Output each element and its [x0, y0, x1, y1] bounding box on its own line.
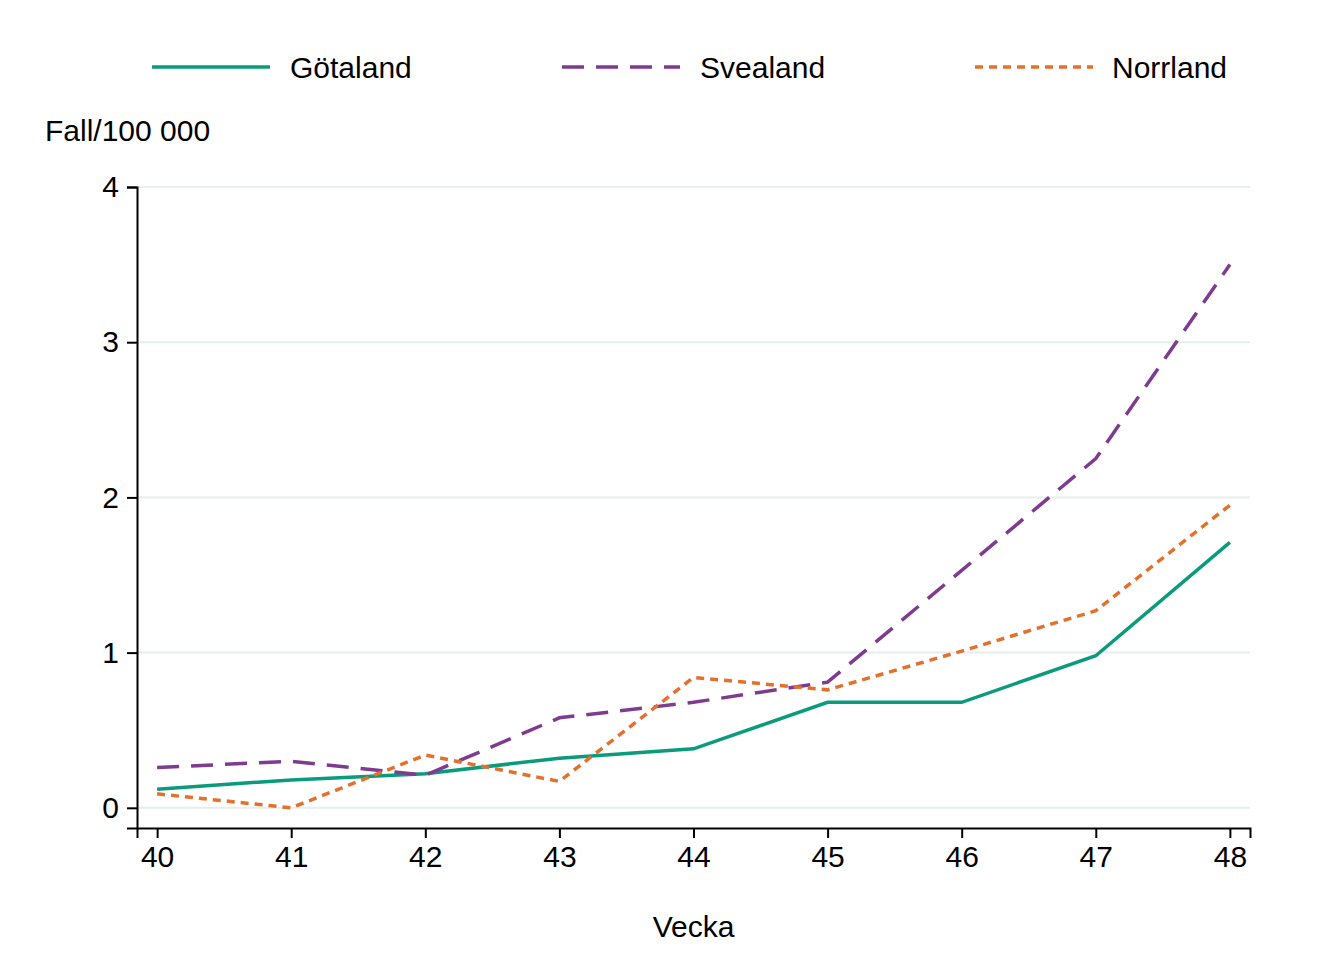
x-tick-label: 46 [946, 840, 979, 873]
x-tick-label: 48 [1214, 840, 1247, 873]
x-axis-title: Vecka [653, 910, 735, 943]
grid-line [137, 341, 1250, 343]
y-tick-mark [127, 497, 137, 499]
x-tick: 45 [811, 828, 844, 873]
lines [157, 265, 1230, 808]
y-tick-label: 2 [102, 481, 119, 514]
legend-item: Götaland [152, 51, 412, 84]
x-tick-mark [1095, 828, 1097, 838]
x-tick: 42 [409, 828, 442, 873]
y-tick-mark [127, 342, 137, 344]
x-tick: 40 [141, 828, 174, 873]
x-tick-mark [291, 828, 293, 838]
legend-swatch [975, 65, 1093, 69]
y-tick-mark [127, 807, 137, 809]
grid-line [137, 186, 1250, 188]
legend: Götaland Svealand Norrland [152, 51, 1227, 84]
x-tick-mark [961, 828, 963, 838]
y-tick-label: 3 [102, 325, 119, 358]
grid [137, 187, 1250, 808]
y-axis: 0 1 2 3 4 [102, 170, 137, 828]
x-tick-label: 42 [409, 840, 442, 873]
y-tick: 2 [102, 481, 137, 514]
x-tick: 48 [1214, 828, 1247, 873]
y-tick: 3 [102, 325, 137, 358]
grid-line [137, 496, 1250, 498]
series-line [157, 505, 1230, 808]
x-tick-label: 43 [543, 840, 576, 873]
series-line [157, 265, 1230, 776]
y-tick: 4 [102, 170, 137, 203]
x-tick: 47 [1080, 828, 1113, 873]
legend-label: Svealand [700, 51, 825, 84]
legend-swatch [152, 65, 270, 69]
legend-swatch [562, 65, 680, 69]
y-tick: 1 [102, 636, 137, 669]
x-tick-mark [425, 828, 427, 838]
x-tick-mark [559, 828, 561, 838]
x-tick-label: 45 [811, 840, 844, 873]
grid-line [137, 652, 1250, 654]
grid-line [137, 807, 1250, 809]
x-tick: 46 [946, 828, 979, 873]
x-tick: 43 [543, 828, 576, 873]
y-tick-mark [127, 652, 137, 654]
y-tick-mark [127, 187, 137, 189]
y-tick: 0 [102, 791, 137, 824]
x-tick: 44 [677, 828, 710, 873]
legend-item: Norrland [975, 51, 1227, 84]
y-tick-label: 0 [102, 791, 119, 824]
x-tick-label: 44 [677, 840, 710, 873]
y-axis-line [127, 188, 138, 829]
x-tick-label: 40 [141, 840, 174, 873]
legend-item: Svealand [562, 51, 825, 84]
y-axis-title: Fall/100 000 [45, 114, 210, 147]
y-tick-label: 4 [102, 170, 119, 203]
x-axis-line [138, 829, 1251, 839]
x-tick-mark [693, 828, 695, 838]
series-line [157, 542, 1230, 789]
x-tick-mark [827, 828, 829, 838]
x-axis: 40 41 42 43 44 45 46 47 48 [138, 828, 1251, 873]
y-tick-label: 1 [102, 636, 119, 669]
x-tick-label: 41 [275, 840, 308, 873]
x-tick: 41 [275, 828, 308, 873]
legend-label: Götaland [290, 51, 412, 84]
x-tick-mark [1229, 828, 1231, 838]
legend-label: Norrland [1112, 51, 1227, 84]
chart: 0 1 2 3 4 40 41 42 43 44 45 46 47 48 Fall/100 000 Vecka… [0, 0, 1336, 971]
x-tick-label: 47 [1080, 840, 1113, 873]
x-tick-mark [157, 828, 159, 838]
